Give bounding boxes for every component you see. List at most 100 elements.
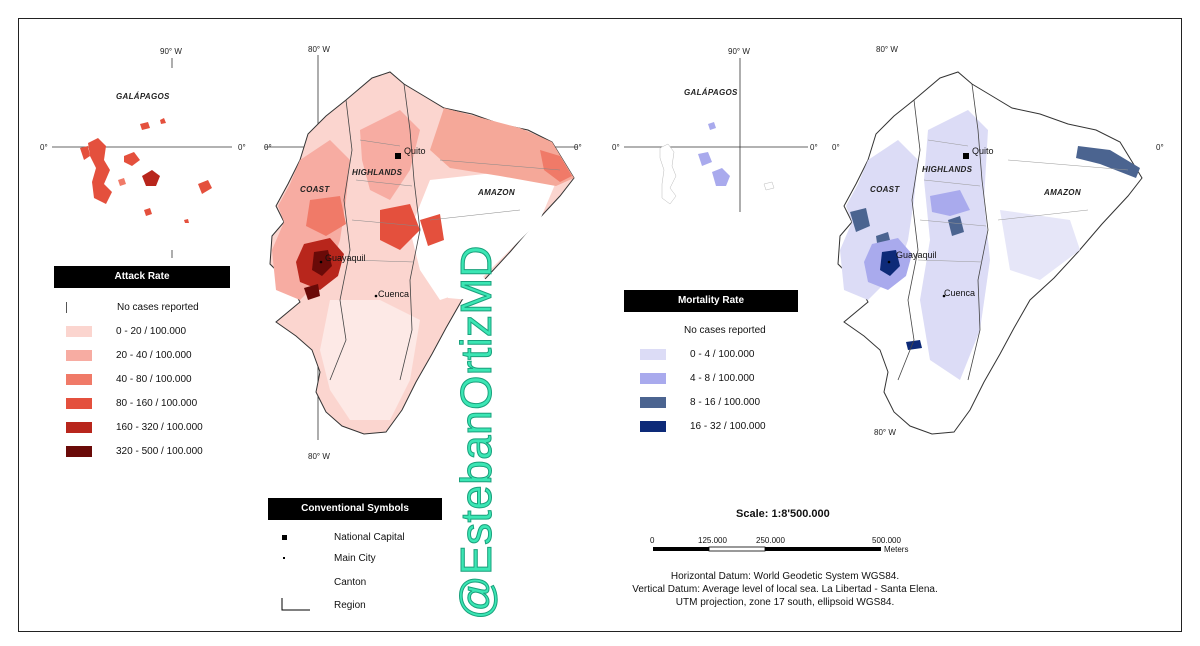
scale-tick-125: 125.000 xyxy=(698,536,727,545)
guayaquil-marker-attack xyxy=(319,260,323,264)
island-pinzon-attack xyxy=(118,178,126,186)
attack-legend-row: 80 - 160 / 100.000 xyxy=(66,398,197,409)
coord-80w-top-attack: 80° W xyxy=(308,45,330,54)
quito-marker-attack xyxy=(395,153,401,159)
mortality-legend-swatch xyxy=(640,421,666,432)
city-cuenca-attack: Cuenca xyxy=(378,289,410,299)
island-genovesa-mortality xyxy=(708,122,716,130)
symbol-region: Region xyxy=(334,600,366,611)
coord-0-mid-attack: 0° xyxy=(264,143,272,152)
mortality-legend-nocases: No cases reported xyxy=(634,325,766,336)
attack-legend-swatch xyxy=(66,350,92,361)
attack-legend-title: Attack Rate xyxy=(54,266,230,288)
main-city-icon xyxy=(283,557,285,559)
label-coast-attack: COAST xyxy=(300,185,330,194)
attack-nocases-label: No cases reported xyxy=(117,302,199,313)
attack-legend-swatch xyxy=(66,398,92,409)
attack-legend-nocases: No cases reported xyxy=(66,302,199,313)
cuenca-marker-mortality xyxy=(942,294,946,298)
island-santiago-mortality xyxy=(698,152,712,166)
mortality-legend-title: Mortality Rate xyxy=(624,290,798,312)
island-isabela-mortality xyxy=(659,143,677,205)
south-white-attack xyxy=(320,300,420,420)
highland-mid-mortality xyxy=(930,190,970,216)
scale-tick-250: 250.000 xyxy=(756,536,785,545)
coord-0-right2-mortality: 0° xyxy=(1156,143,1164,152)
cuenca-marker-attack xyxy=(374,294,378,298)
attack-legend-row: 160 - 320 / 100.000 xyxy=(66,422,203,433)
mortality-legend-label: 4 - 8 / 100.000 xyxy=(690,373,755,384)
island-santacruz-attack xyxy=(142,170,160,186)
coast-dark-1-mortality xyxy=(850,208,870,232)
mortality-legend-swatch xyxy=(640,397,666,408)
mortality-legend-row: 0 - 4 / 100.000 xyxy=(640,349,755,360)
mortality-legend-label: 8 - 16 / 100.000 xyxy=(690,397,761,408)
attack-legend-swatch xyxy=(66,374,92,385)
city-guayaquil-mortality: Guayaquil xyxy=(896,250,937,260)
coord-0-right-attack: 0° xyxy=(238,143,246,152)
coord-0-right-mortality: 0° xyxy=(810,143,818,152)
attack-legend-label: 80 - 160 / 100.000 xyxy=(116,398,198,409)
scale-tick-500: 500.000 xyxy=(872,536,901,545)
attack-legend-label: 40 - 80 / 100.000 xyxy=(116,374,192,385)
canton-lines-mortality xyxy=(917,139,1129,263)
region-icon xyxy=(281,598,310,611)
note-projection: UTM projection, zone 17 south, ellipsoid… xyxy=(675,597,895,608)
attack-legend-label: 160 - 320 / 100.000 xyxy=(116,422,203,433)
symbol-national-capital: National Capital xyxy=(334,532,405,543)
note-horizontal-datum: Horizontal Datum: World Geodetic System … xyxy=(670,571,900,582)
island-marchena-attack xyxy=(160,118,166,124)
scale-title: Scale: 1:8'500.000 xyxy=(736,508,830,520)
highland-dark-mortality xyxy=(948,216,964,236)
attack-legend-row: 0 - 20 / 100.000 xyxy=(66,326,186,337)
highland-patch-attack xyxy=(360,110,420,200)
highland-white-1-attack xyxy=(440,262,486,300)
attack-legend-swatch xyxy=(66,422,92,433)
puna-island-attack xyxy=(304,284,320,300)
city-cuenca-mortality: Cuenca xyxy=(944,288,976,298)
island-isabela-attack xyxy=(88,138,112,204)
scale-bar xyxy=(653,546,881,552)
coord-0-left-mortality: 0° xyxy=(612,143,620,152)
region-boundary-amazon-attack xyxy=(399,83,421,381)
label-amazon-attack: AMAZON xyxy=(478,188,515,197)
amazon-white-attack xyxy=(410,170,556,300)
attack-legend-swatch xyxy=(66,446,92,457)
coord-0-left-attack: 0° xyxy=(40,143,48,152)
mortality-legend-swatch xyxy=(640,349,666,360)
region-boundary-coast-mortality xyxy=(897,99,921,381)
region-boundary-amazon-mortality xyxy=(967,83,989,381)
label-galapagos-attack: GALÁPAGOS xyxy=(116,92,170,101)
coord-0-right2-attack: 0° xyxy=(574,143,582,152)
symbols-title: Conventional Symbols xyxy=(268,498,442,520)
label-coast-mortality: COAST xyxy=(870,185,900,194)
amazon-band-attack xyxy=(430,108,574,186)
coast-mid-attack xyxy=(306,196,346,236)
central-highland-attack xyxy=(380,204,420,250)
attack-legend-label: 20 - 40 / 100.000 xyxy=(116,350,192,361)
attack-legend-row: 20 - 40 / 100.000 xyxy=(66,350,192,361)
attack-legend-label: 0 - 20 / 100.000 xyxy=(116,326,187,337)
island-fernandina-attack xyxy=(80,146,90,160)
guayaquil-core-attack xyxy=(312,250,332,276)
mortality-nocases-label: No cases reported xyxy=(684,325,766,336)
label-galapagos-mortality: GALÁPAGOS xyxy=(684,88,738,97)
symbol-canton: Canton xyxy=(334,577,367,588)
national-capital-icon xyxy=(282,535,287,540)
attack-legend-label: 320 - 500 / 100.000 xyxy=(116,446,203,457)
mortality-legend-label: 0 - 4 / 100.000 xyxy=(690,349,755,360)
quito-marker-mortality xyxy=(963,153,969,159)
attack-legend-row: 320 - 500 / 100.000 xyxy=(66,446,203,457)
swatch-nocases-mortality xyxy=(634,325,660,336)
canton-lines-attack xyxy=(349,139,561,263)
eastslope-attack xyxy=(420,214,444,246)
island-espanola-attack xyxy=(184,219,189,223)
mortality-legend-label: 16 - 32 / 100.000 xyxy=(690,421,766,432)
attack-legend-swatch xyxy=(66,326,92,337)
label-highlands-mortality: HIGHLANDS xyxy=(922,165,973,174)
mortality-legend-row: 8 - 16 / 100.000 xyxy=(640,397,760,408)
city-quito-mortality: Quito xyxy=(972,146,994,156)
